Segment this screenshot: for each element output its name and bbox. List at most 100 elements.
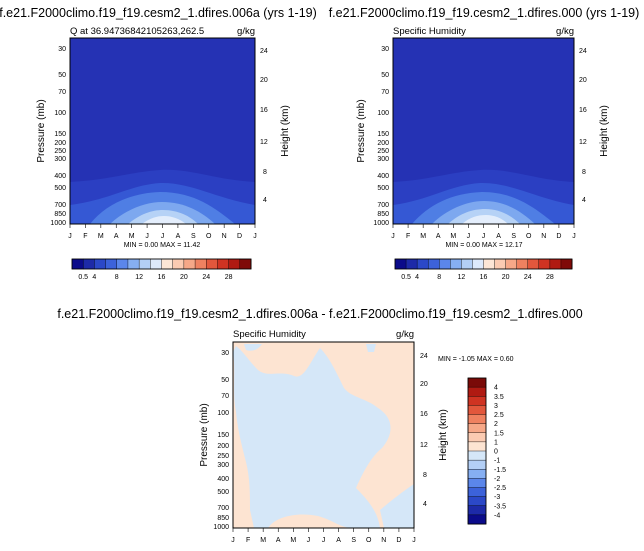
y2-tick-label: 24 — [420, 353, 428, 360]
y2-axis-label: Height (km) — [599, 105, 610, 157]
x-tick-label: J — [307, 537, 311, 544]
x-tick-label: S — [191, 233, 196, 240]
colorbar-label: 16 — [480, 274, 488, 281]
y-tick-label: 1000 — [373, 220, 389, 227]
y2-tick-label: 8 — [423, 472, 427, 479]
x-tick-label: S — [351, 537, 356, 544]
plot-area — [232, 341, 415, 529]
colorbar-swatch — [116, 258, 129, 270]
y2-tick-label: 4 — [263, 197, 267, 204]
colorbar-swatch — [467, 459, 487, 470]
y2-tick-label: 16 — [579, 107, 587, 114]
x-tick-label: N — [381, 537, 386, 544]
panel-units: g/kg — [556, 26, 574, 37]
colorbar-swatch — [71, 258, 84, 270]
plot-area — [392, 37, 575, 225]
colorbar-label: 16 — [158, 274, 166, 281]
colorbar-swatch — [172, 258, 185, 270]
y-tick-label: 100 — [377, 110, 389, 117]
y-tick-label: 70 — [221, 393, 229, 400]
colorbar-swatch — [217, 258, 230, 270]
contour-level — [380, 484, 414, 528]
x-tick-label: O — [526, 233, 532, 240]
x-tick-label: J — [161, 233, 165, 240]
colorbar-label: -4 — [494, 512, 500, 519]
colorbar-label: 1.5 — [494, 430, 504, 437]
y2-tick-label: 24 — [260, 48, 268, 55]
plot-area — [69, 37, 256, 225]
colorbar-swatch — [467, 405, 487, 416]
colorbar-swatch — [527, 258, 540, 270]
y-tick-label: 500 — [377, 185, 389, 192]
y2-tick-label: 4 — [423, 501, 427, 508]
colorbar-swatch — [105, 258, 118, 270]
colorbar-label: 3.5 — [494, 394, 504, 401]
y-tick-label: 1000 — [50, 220, 66, 227]
colorbar-swatch — [127, 258, 140, 270]
colorbar-swatch — [416, 258, 429, 270]
y-tick-label: 50 — [221, 377, 229, 384]
panel-title: f.e21.F2000climo.f19_f19.cesm2_1.dfires.… — [329, 6, 640, 20]
colorbar-swatch — [467, 432, 487, 443]
colorbar-swatch — [427, 258, 440, 270]
colorbar-label: 3 — [494, 403, 498, 410]
y-axis-label: Pressure (mb) — [199, 403, 210, 466]
colorbar-label: 28 — [546, 274, 554, 281]
colorbar-swatch — [467, 450, 487, 461]
y-tick-label: 250 — [54, 148, 66, 155]
colorbar-swatch — [467, 414, 487, 425]
y-tick-label: 100 — [217, 410, 229, 417]
colorbar-swatch — [467, 423, 487, 434]
x-tick-label: D — [396, 537, 401, 544]
y2-tick-label: 20 — [260, 77, 268, 84]
colorbar-label: 12 — [457, 274, 465, 281]
x-tick-label: A — [436, 233, 441, 240]
x-tick-label: O — [206, 233, 212, 240]
y-tick-label: 100 — [54, 110, 66, 117]
colorbar-swatch — [560, 258, 573, 270]
y-tick-label: 400 — [54, 173, 66, 180]
x-tick-label: A — [496, 233, 501, 240]
y2-tick-label: 4 — [582, 197, 586, 204]
y-tick-label: 850 — [54, 211, 66, 218]
contour-level — [244, 344, 262, 351]
contour-level — [462, 215, 508, 224]
y-tick-label: 70 — [381, 89, 389, 96]
panel-subtitle: Specific Humidity — [393, 26, 466, 37]
y-tick-label: 50 — [58, 72, 66, 79]
colorbar-swatch — [494, 258, 507, 270]
x-tick-label: M — [98, 233, 104, 240]
panel-bottom-difference: f.e21.F2000climo.f19_f19.cesm2_1.dfires.… — [57, 307, 582, 544]
colorbar-label: 24 — [524, 274, 532, 281]
colorbar-swatch — [461, 258, 473, 270]
panel-title: f.e21.F2000climo.f19_f19.cesm2_1.dfires.… — [0, 6, 317, 20]
y-tick-label: 300 — [217, 462, 229, 469]
colorbar-swatch — [516, 258, 529, 270]
x-tick-label: J — [322, 537, 326, 544]
colorbar-swatch — [94, 258, 107, 270]
colorbar-label: -3.5 — [494, 503, 506, 510]
colorbar-swatch — [194, 258, 207, 270]
colorbar-swatch — [161, 258, 174, 270]
min-max-label: MIN = -1.05 MAX = 0.60 — [438, 356, 514, 363]
y-tick-label: 150 — [54, 131, 66, 138]
colorbar-label: 0.5 — [78, 274, 88, 281]
y-tick-label: 700 — [377, 202, 389, 209]
x-tick-label: J — [231, 537, 235, 544]
colorbar-label: -3 — [494, 494, 500, 501]
colorbar-label: 28 — [225, 274, 233, 281]
y-tick-label: 70 — [58, 89, 66, 96]
x-tick-label: A — [176, 233, 181, 240]
x-tick-label: J — [68, 233, 72, 240]
x-tick-label: J — [467, 233, 471, 240]
colorbar-swatch — [206, 258, 218, 270]
panel-top-right: f.e21.F2000climo.f19_f19.cesm2_1.dfires.… — [329, 6, 640, 281]
y-tick-label: 30 — [58, 46, 66, 53]
y2-tick-label: 16 — [260, 107, 268, 114]
y-tick-label: 200 — [54, 140, 66, 147]
y-tick-label: 150 — [377, 131, 389, 138]
x-tick-label: M — [129, 233, 135, 240]
colorbar-label: 0.5 — [401, 274, 411, 281]
y-tick-label: 50 — [381, 72, 389, 79]
